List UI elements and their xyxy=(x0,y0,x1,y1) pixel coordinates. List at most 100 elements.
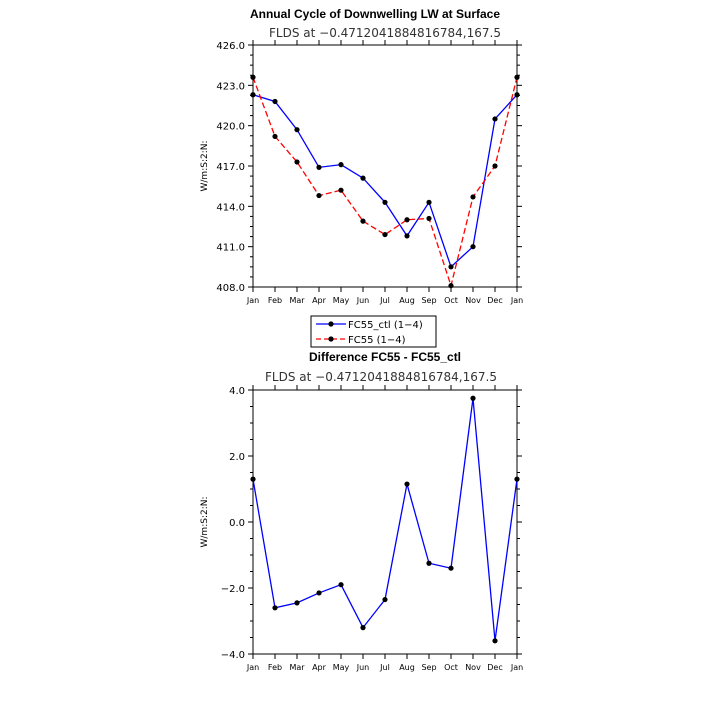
x-tick-label: Apr xyxy=(312,296,327,305)
series-0-point xyxy=(470,244,476,250)
series-0-point xyxy=(404,233,410,239)
x-tick-label: Jun xyxy=(356,296,370,305)
series-0-point xyxy=(294,600,300,606)
series-0-point xyxy=(316,590,322,596)
series-1-point xyxy=(448,283,454,289)
x-tick-label: Jul xyxy=(379,296,390,305)
chart1-legend: FC55_ctl (1−4) FC55 (1−4) xyxy=(310,315,437,348)
x-tick-label: Feb xyxy=(268,296,282,305)
series-1-point xyxy=(492,163,498,169)
chart1-ylabel: W/m:S:2:N: xyxy=(200,141,210,192)
x-tick-label: Dec xyxy=(487,296,502,305)
x-tick-label: Jan xyxy=(510,663,523,672)
series-0-point xyxy=(382,199,388,205)
x-tick-label: Apr xyxy=(312,663,327,672)
series-1-point xyxy=(514,74,520,80)
series-line-0 xyxy=(252,398,518,641)
series-0-point xyxy=(338,162,344,168)
y-tick-label: 4.0 xyxy=(229,386,245,397)
x-tick-label: Jan xyxy=(246,663,259,672)
series-0-point xyxy=(316,164,322,170)
y-tick-label: 417.0 xyxy=(216,162,245,173)
chart1-x-axis: Jan Feb Mar Apr May Jun Jul Aug Sep Oct Nov Dec Jan xyxy=(246,40,523,305)
chart1-subtitle: FLDS at −0.4712041884816784,167.5 xyxy=(269,26,501,40)
x-tick-label: Mar xyxy=(289,296,305,305)
series-0-point xyxy=(514,92,520,98)
y-tick-label: 414.0 xyxy=(216,202,245,213)
chart1-y-axis: 408.0 411.0 414.0 417.0 420.0 423.0 426.0 xyxy=(216,41,522,294)
series-0-point xyxy=(338,582,344,588)
x-tick-label: Sep xyxy=(421,663,436,672)
series-0-point xyxy=(448,565,454,571)
y-tick-label: −2.0 xyxy=(221,584,245,595)
series-0-point xyxy=(360,625,366,631)
series-0-point xyxy=(360,175,366,181)
series-0-point xyxy=(514,476,520,482)
y-tick-label: 2.0 xyxy=(229,452,245,463)
x-tick-label: Mar xyxy=(289,663,305,672)
chart1-title: Annual Cycle of Downwelling LW at Surfac… xyxy=(250,7,500,21)
x-tick-label: Nov xyxy=(465,663,481,672)
legend-box xyxy=(310,315,437,348)
series-1-point xyxy=(382,231,388,238)
legend-marker-fc55-ctl xyxy=(328,321,334,327)
y-tick-label: 423.0 xyxy=(216,81,245,92)
series-0-point xyxy=(272,98,278,105)
series-0-point xyxy=(470,395,476,401)
series-0-point xyxy=(426,560,432,566)
y-tick-label: 411.0 xyxy=(216,243,245,254)
x-tick-label: May xyxy=(333,663,350,672)
series-0-point xyxy=(404,481,410,487)
chart1-series xyxy=(250,74,520,289)
x-tick-label: Oct xyxy=(444,296,458,305)
chart-annual-cycle: Annual Cycle of Downwelling LW at Surfac… xyxy=(200,7,523,348)
legend-marker-fc55 xyxy=(328,336,334,342)
x-tick-label: Oct xyxy=(444,663,458,672)
x-tick-label: Sep xyxy=(421,296,436,305)
series-1-point xyxy=(404,217,410,223)
chart1-plot-frame xyxy=(252,44,518,288)
series-1-point xyxy=(250,74,256,80)
chart2-plot-frame xyxy=(252,389,518,655)
series-0-point xyxy=(382,596,388,603)
y-tick-label: −4.0 xyxy=(221,650,245,661)
y-tick-label: 408.0 xyxy=(216,283,245,294)
y-tick-label: 420.0 xyxy=(216,122,245,133)
y-tick-label: 426.0 xyxy=(216,41,245,52)
chart2-x-axis: Jan Feb Mar Apr May Jun Jul Aug Sep Oct Nov Dec Jan xyxy=(246,385,523,672)
series-1-point xyxy=(426,215,432,222)
x-tick-label: May xyxy=(333,296,350,305)
series-0-point xyxy=(294,127,300,133)
series-1-point xyxy=(316,192,322,199)
series-1-point xyxy=(294,159,300,165)
legend-label-fc55-ctl: FC55_ctl (1−4) xyxy=(348,320,423,331)
x-tick-label: Aug xyxy=(399,663,415,672)
series-1-point xyxy=(470,194,476,200)
x-tick-label: Jul xyxy=(379,663,390,672)
chart2-subtitle: FLDS at −0.4712041884816784,167.5 xyxy=(265,370,497,384)
x-tick-label: Jun xyxy=(356,663,370,672)
series-1-point xyxy=(338,187,344,193)
series-0-point xyxy=(492,116,498,122)
series-1-point xyxy=(360,218,366,224)
series-0-point xyxy=(492,638,498,644)
x-tick-label: Nov xyxy=(465,296,481,305)
series-0-point xyxy=(448,264,454,270)
series-line-1 xyxy=(252,77,518,289)
series-line-0 xyxy=(252,94,518,268)
legend-label-fc55: FC55 (1−4) xyxy=(348,335,406,346)
x-tick-label: Feb xyxy=(268,663,282,672)
chart2-title: Difference FC55 - FC55_ctl xyxy=(309,350,461,364)
series-0-point xyxy=(250,476,256,482)
x-tick-label: Aug xyxy=(399,296,415,305)
y-tick-label: 0.0 xyxy=(229,518,245,529)
chart2-y-axis: −4.0 −2.0 0.0 2.0 4.0 xyxy=(221,386,522,661)
chart2-series xyxy=(250,395,520,644)
x-tick-label: Jan xyxy=(246,296,259,305)
series-0-point xyxy=(250,92,256,98)
series-1-point xyxy=(272,133,278,140)
x-tick-label: Dec xyxy=(487,663,502,672)
chart2-ylabel: W/m:S:2:N: xyxy=(200,497,210,548)
x-tick-label: Jan xyxy=(510,296,523,305)
